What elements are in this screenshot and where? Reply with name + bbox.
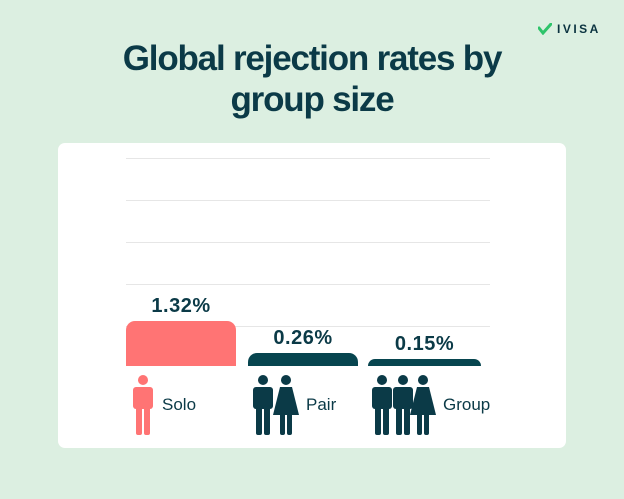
- gridline: [126, 158, 490, 159]
- category-label: Solo: [162, 395, 197, 414]
- chart-card: 1.32% 0.26% 0.15% Solo: [58, 143, 566, 448]
- category-pair: Pair: [250, 375, 336, 435]
- gridline: [126, 242, 490, 243]
- couple-icon: [253, 375, 299, 435]
- category-group: Group: [371, 375, 490, 435]
- person-icon: [133, 375, 153, 435]
- gridline: [126, 200, 490, 201]
- ivisa-logo: IVISA: [538, 22, 601, 36]
- gridline: [126, 326, 490, 327]
- group-icon: [372, 375, 436, 435]
- gridline: [126, 284, 490, 285]
- value-label-group: 0.15%: [394, 333, 455, 355]
- bar-solo: [126, 321, 236, 366]
- category-label: Pair: [306, 395, 337, 414]
- chart-title: Global rejection rates by group size: [122, 39, 503, 119]
- category-label: Group: [443, 395, 491, 414]
- check-icon: [538, 23, 552, 35]
- value-label-solo: 1.32%: [151, 295, 211, 317]
- category-solo: Solo: [130, 375, 196, 435]
- brand-name: IVISA: [557, 22, 601, 36]
- bar-pair: [248, 353, 358, 366]
- bar-group: [368, 359, 481, 366]
- value-label-pair: 0.26%: [273, 327, 333, 349]
